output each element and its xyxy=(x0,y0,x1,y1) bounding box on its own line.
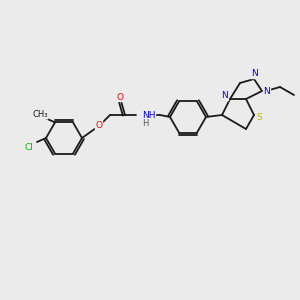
Text: H: H xyxy=(142,118,148,127)
Text: O: O xyxy=(116,92,124,101)
Text: Cl: Cl xyxy=(25,142,33,152)
Text: O: O xyxy=(95,121,103,130)
Text: NH: NH xyxy=(142,110,155,119)
Text: S: S xyxy=(256,113,262,122)
Text: N: N xyxy=(264,86,270,95)
Text: N: N xyxy=(222,92,228,100)
Text: CH₃: CH₃ xyxy=(32,110,48,119)
Text: N: N xyxy=(250,70,257,79)
